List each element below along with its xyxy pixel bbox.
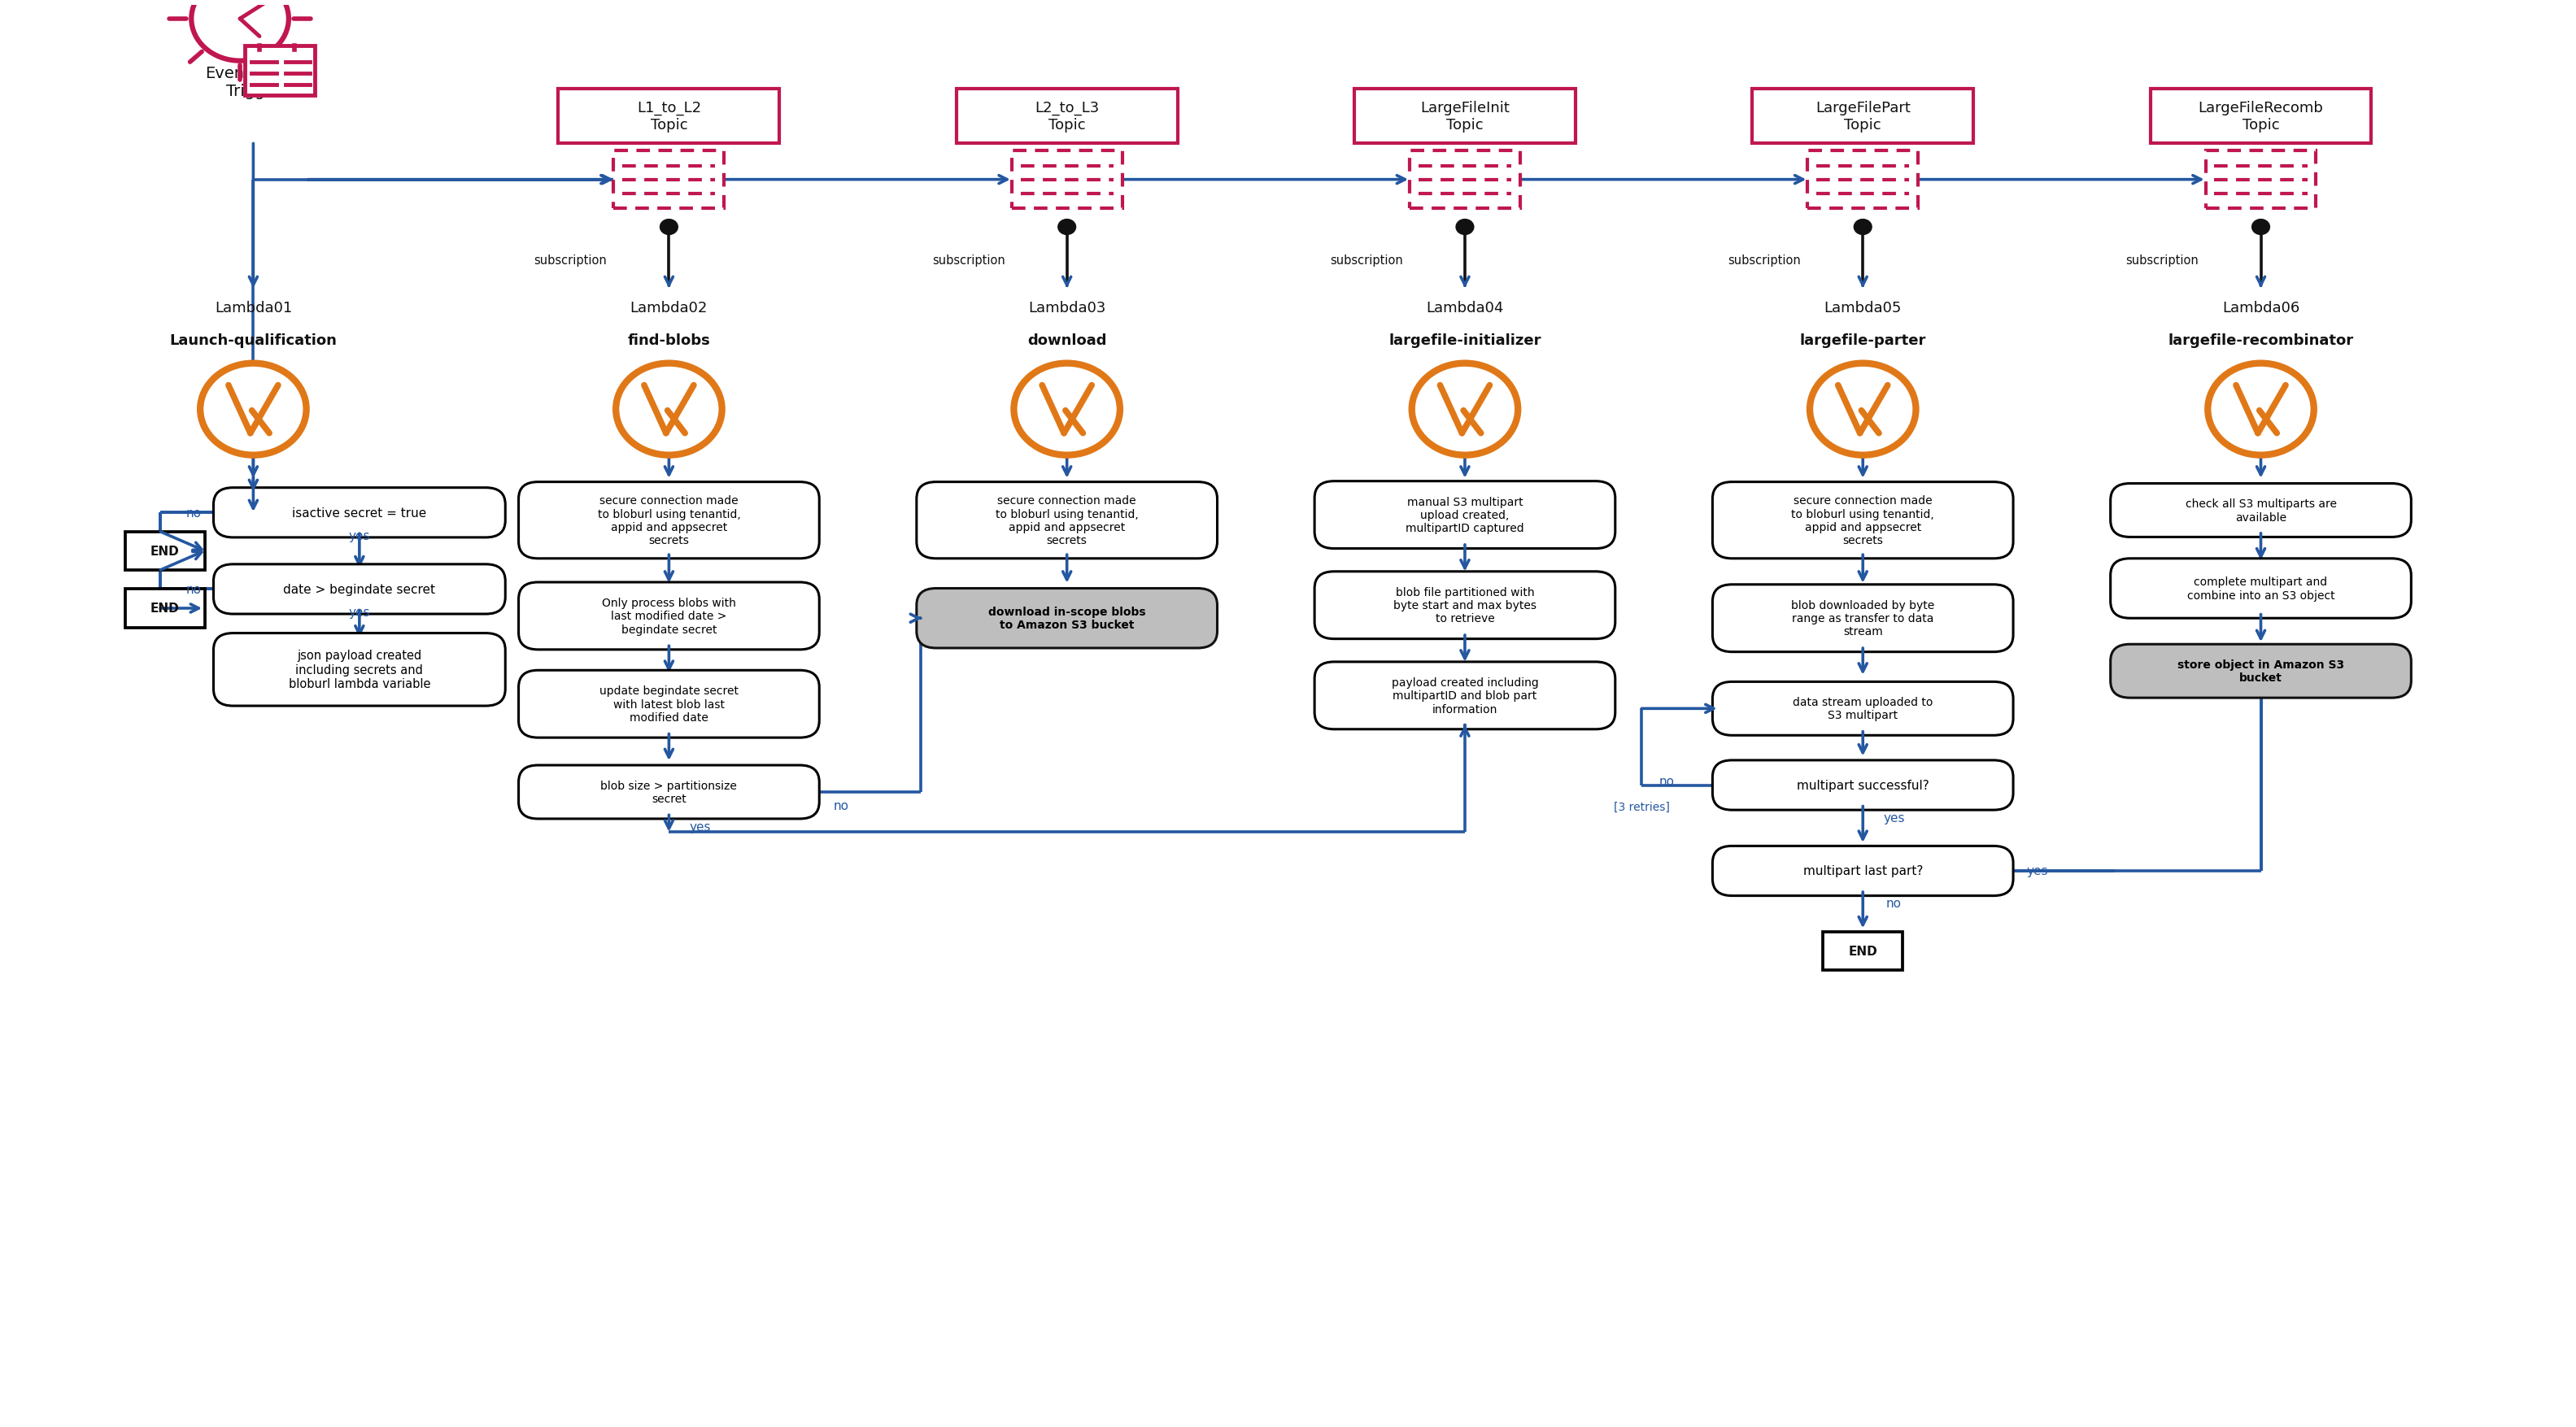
Circle shape <box>2251 220 2269 235</box>
Text: L1_to_L2
Topic: L1_to_L2 Topic <box>636 101 701 133</box>
FancyBboxPatch shape <box>126 532 204 571</box>
Text: END: END <box>149 545 180 558</box>
Text: subscription: subscription <box>2125 254 2200 267</box>
Text: yes: yes <box>1883 812 1904 823</box>
Text: Lambda06: Lambda06 <box>2223 301 2300 315</box>
FancyBboxPatch shape <box>1314 482 1615 549</box>
FancyBboxPatch shape <box>1713 482 2014 559</box>
Text: subscription: subscription <box>933 254 1005 267</box>
Text: isactive secret = true: isactive secret = true <box>291 507 428 519</box>
Text: LargeFileInit
Topic: LargeFileInit Topic <box>1419 101 1510 133</box>
Text: Lambda01: Lambda01 <box>214 301 291 315</box>
Text: complete multipart and
combine into an S3 object: complete multipart and combine into an S… <box>2187 577 2334 601</box>
Text: download in-scope blobs
to Amazon S3 bucket: download in-scope blobs to Amazon S3 buc… <box>989 606 1146 631</box>
Text: subscription: subscription <box>533 254 608 267</box>
Text: blob downloaded by byte
range as transfer to data
stream: blob downloaded by byte range as transfe… <box>1790 599 1935 638</box>
Text: no: no <box>1659 775 1674 788</box>
FancyBboxPatch shape <box>214 488 505 538</box>
Text: find-blobs: find-blobs <box>629 334 711 348</box>
Circle shape <box>659 220 677 235</box>
FancyBboxPatch shape <box>1314 572 1615 639</box>
Text: multipart successful?: multipart successful? <box>1795 779 1929 792</box>
Text: update begindate secret
with latest blob last
modified date: update begindate secret with latest blob… <box>600 685 739 723</box>
Text: END: END <box>1850 946 1878 958</box>
Text: no: no <box>835 801 850 812</box>
FancyBboxPatch shape <box>2151 88 2372 144</box>
Text: largefile-parter: largefile-parter <box>1801 334 1927 348</box>
Text: yes: yes <box>348 606 371 618</box>
Text: no: no <box>1886 898 1901 909</box>
Text: yes: yes <box>690 821 711 833</box>
Text: Lambda03: Lambda03 <box>1028 301 1105 315</box>
Text: Only process blobs with
last modified date >
begindate secret: Only process blobs with last modified da… <box>603 598 737 635</box>
Text: [3 retries]: [3 retries] <box>1613 801 1669 812</box>
Text: secure connection made
to bloburl using tenantid,
appid and appsecret
secrets: secure connection made to bloburl using … <box>598 495 739 547</box>
Text: check all S3 multiparts are
available: check all S3 multiparts are available <box>2184 498 2336 522</box>
FancyBboxPatch shape <box>1314 662 1615 729</box>
Text: no: no <box>185 507 201 519</box>
FancyBboxPatch shape <box>1409 151 1520 208</box>
FancyBboxPatch shape <box>917 482 1218 559</box>
FancyBboxPatch shape <box>518 671 819 738</box>
FancyBboxPatch shape <box>917 589 1218 648</box>
FancyBboxPatch shape <box>245 46 314 96</box>
Text: subscription: subscription <box>1728 254 1801 267</box>
Text: Launch-qualification: Launch-qualification <box>170 334 337 348</box>
Text: EventBridge
Trigger: EventBridge Trigger <box>204 66 301 98</box>
FancyBboxPatch shape <box>613 151 724 208</box>
FancyBboxPatch shape <box>126 589 204 628</box>
Text: END: END <box>149 602 180 615</box>
Text: blob size > partitionsize
secret: blob size > partitionsize secret <box>600 781 737 805</box>
Text: manual S3 multipart
upload created,
multipartID captured: manual S3 multipart upload created, mult… <box>1406 497 1525 534</box>
Text: yes: yes <box>2027 865 2048 878</box>
FancyBboxPatch shape <box>2110 559 2411 619</box>
Text: secure connection made
to bloburl using tenantid,
appid and appsecret
secrets: secure connection made to bloburl using … <box>994 495 1139 547</box>
FancyBboxPatch shape <box>214 634 505 706</box>
Text: store object in Amazon S3
bucket: store object in Amazon S3 bucket <box>2177 659 2344 684</box>
FancyBboxPatch shape <box>1012 151 1123 208</box>
FancyBboxPatch shape <box>1713 682 2014 736</box>
Text: payload created including
multipartID and blob part
information: payload created including multipartID an… <box>1391 676 1538 715</box>
FancyBboxPatch shape <box>518 765 819 819</box>
Text: Lambda04: Lambda04 <box>1427 301 1504 315</box>
Text: yes: yes <box>348 529 371 542</box>
Text: Lambda05: Lambda05 <box>1824 301 1901 315</box>
FancyBboxPatch shape <box>956 88 1177 144</box>
FancyBboxPatch shape <box>2110 484 2411 538</box>
FancyBboxPatch shape <box>1713 585 2014 652</box>
FancyBboxPatch shape <box>1752 88 1973 144</box>
Text: secure connection made
to bloburl using tenantid,
appid and appsecret
secrets: secure connection made to bloburl using … <box>1790 495 1935 547</box>
Text: no: no <box>185 584 201 595</box>
FancyBboxPatch shape <box>1355 88 1577 144</box>
FancyBboxPatch shape <box>214 565 505 615</box>
Text: date > begindate secret: date > begindate secret <box>283 584 435 595</box>
Text: subscription: subscription <box>1329 254 1404 267</box>
FancyBboxPatch shape <box>2205 151 2316 208</box>
FancyBboxPatch shape <box>1808 151 1919 208</box>
Text: download: download <box>1028 334 1108 348</box>
FancyBboxPatch shape <box>518 482 819 559</box>
Text: blob file partitioned with
byte start and max bytes
to retrieve: blob file partitioned with byte start an… <box>1394 586 1535 625</box>
FancyBboxPatch shape <box>1824 932 1904 970</box>
Text: largefile-recombinator: largefile-recombinator <box>2169 334 2354 348</box>
Text: LargeFileRecomb
Topic: LargeFileRecomb Topic <box>2197 101 2324 133</box>
Text: multipart last part?: multipart last part? <box>1803 865 1922 878</box>
FancyBboxPatch shape <box>559 88 781 144</box>
FancyBboxPatch shape <box>518 582 819 649</box>
Circle shape <box>1455 220 1473 235</box>
Text: json payload created
including secrets and
bloburl lambda variable: json payload created including secrets a… <box>289 649 430 691</box>
Circle shape <box>1855 220 1873 235</box>
FancyBboxPatch shape <box>2110 645 2411 698</box>
FancyBboxPatch shape <box>1713 846 2014 896</box>
FancyBboxPatch shape <box>1713 761 2014 811</box>
Text: L2_to_L3
Topic: L2_to_L3 Topic <box>1036 101 1100 133</box>
Text: Lambda02: Lambda02 <box>631 301 708 315</box>
Circle shape <box>1059 220 1077 235</box>
Text: largefile-initializer: largefile-initializer <box>1388 334 1540 348</box>
Text: LargeFilePart
Topic: LargeFilePart Topic <box>1816 101 1911 133</box>
Text: data stream uploaded to
S3 multipart: data stream uploaded to S3 multipart <box>1793 696 1932 721</box>
